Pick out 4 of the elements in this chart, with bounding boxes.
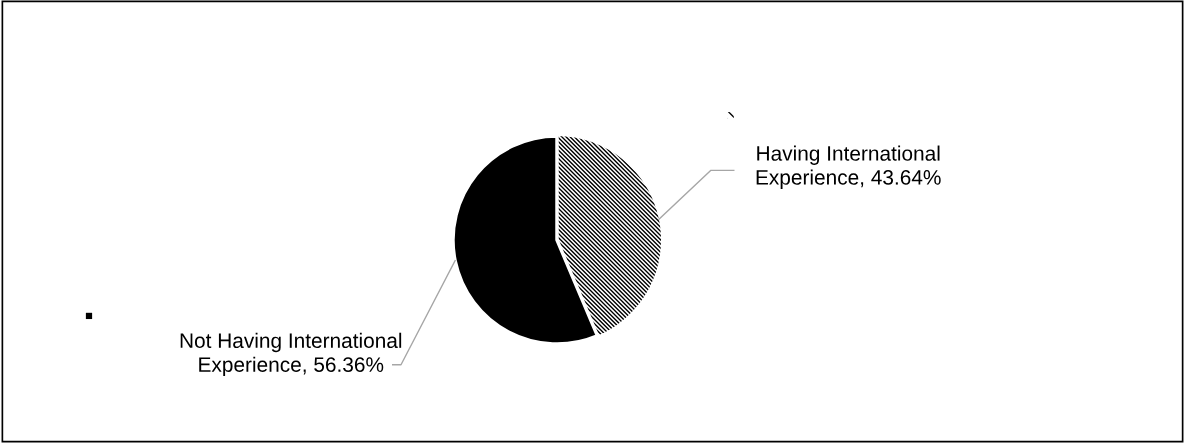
slice-label: Having International Experience, 43.64% xyxy=(756,145,941,189)
pie-slice xyxy=(451,134,600,346)
pie-slice xyxy=(557,136,661,336)
slice-label: Not Having International Experience, 56.36% xyxy=(180,332,402,377)
